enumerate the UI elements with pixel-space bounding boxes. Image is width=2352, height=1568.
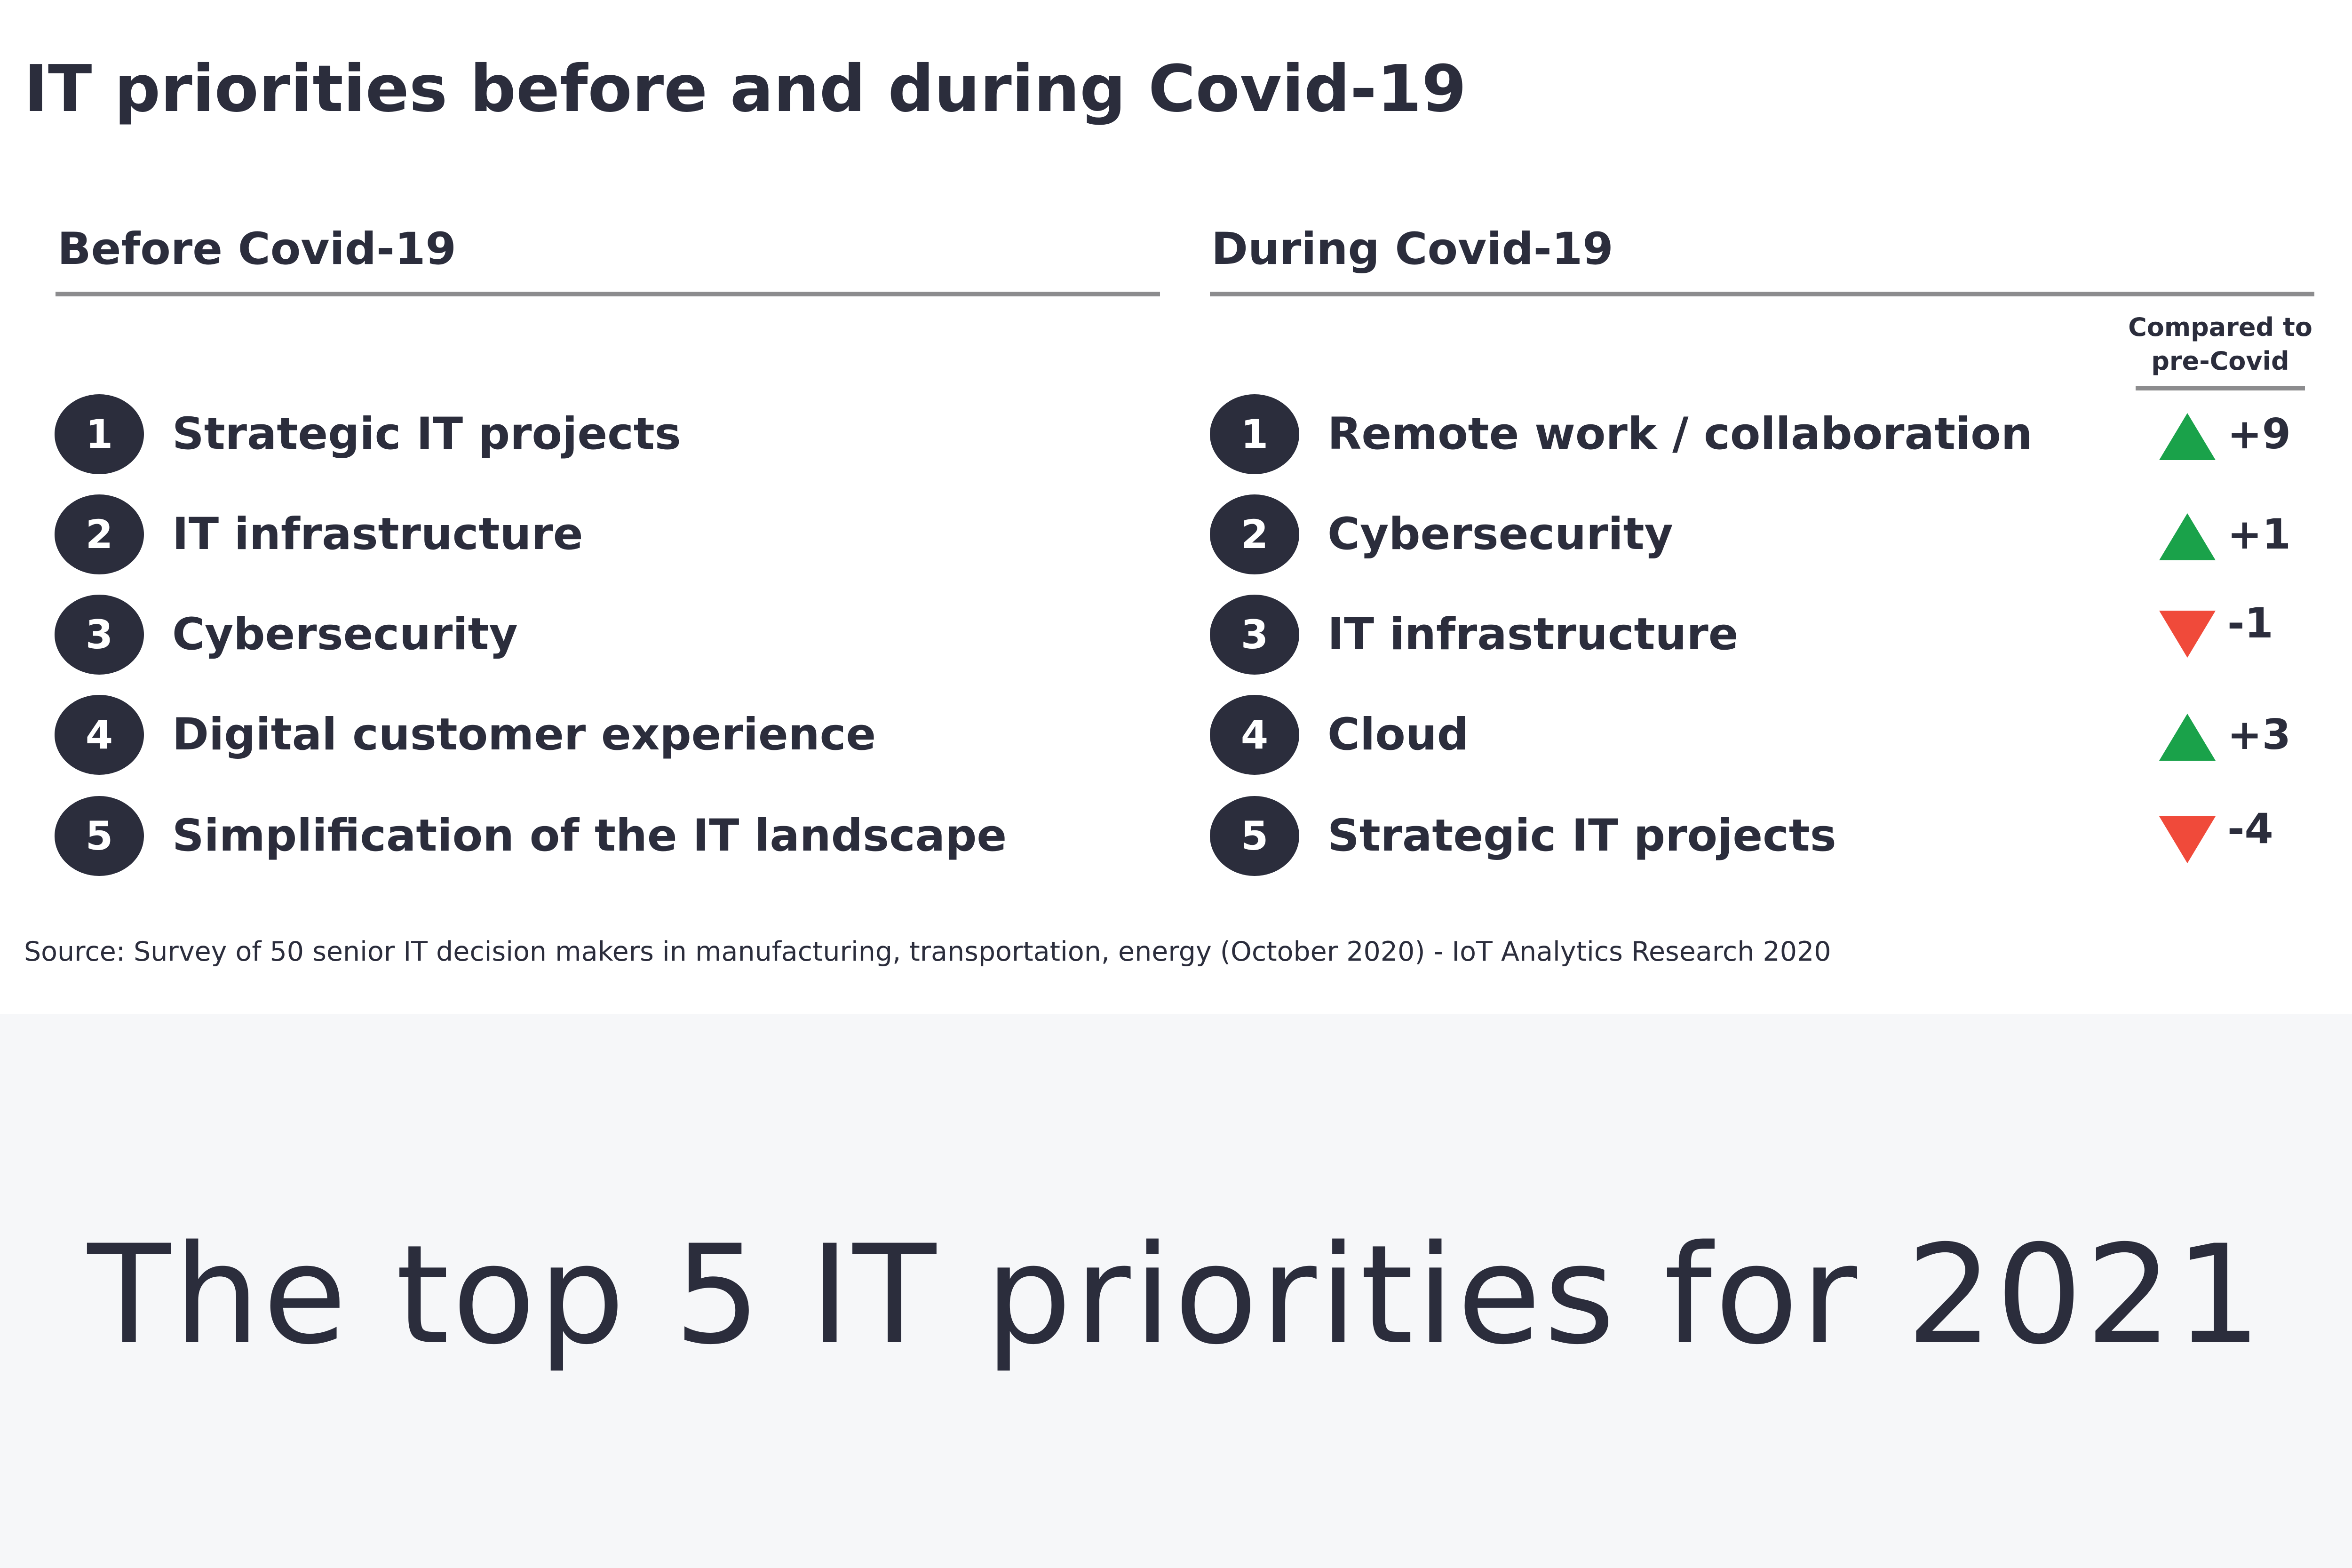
banner-panel: The top 5 IT priorities for 2021: [0, 1014, 2352, 1568]
rank-badge: 5: [1210, 796, 1299, 876]
rank-badge: 3: [55, 595, 144, 675]
priority-label: Cybersecurity: [1327, 509, 1673, 560]
change-value: +1: [2227, 510, 2291, 558]
change-value: +3: [2227, 710, 2291, 759]
arrow-up-icon: [2159, 513, 2216, 560]
change-item-3: -1: [2159, 583, 2314, 663]
during-column-header: During Covid-19: [1211, 223, 1613, 275]
infographic-panel: IT priorities before and during Covid-19…: [24, 52, 2314, 967]
change-item-5: -4: [2159, 789, 2314, 869]
rank-badge: 4: [1210, 695, 1299, 775]
arrow-down-icon: [2159, 611, 2216, 658]
change-item-4: +3: [2159, 695, 2314, 775]
during-column-rule: [1210, 292, 2314, 296]
change-item-1: +9: [2159, 394, 2314, 474]
arrow-down-icon: [2159, 816, 2216, 863]
rank-badge: 2: [1210, 494, 1299, 574]
arrow-up-icon: [2159, 413, 2216, 460]
rank-badge: 4: [55, 695, 144, 775]
rank-badge: 2: [55, 494, 144, 574]
rank-badge: 3: [1210, 595, 1299, 675]
change-item-2: +1: [2159, 494, 2314, 574]
page-title: IT priorities before and during Covid-19: [24, 52, 1467, 127]
before-column-rule: [56, 292, 1160, 296]
priority-label: IT infrastructure: [1327, 609, 1739, 660]
change-value: -4: [2227, 804, 2273, 853]
priority-label: Cloud: [1327, 709, 1469, 760]
banner-title: The top 5 IT priorities for 2021: [87, 1216, 2265, 1375]
source-note: Source: Survey of 50 senior IT decision …: [24, 936, 1831, 967]
change-value: -1: [2227, 599, 2273, 647]
priority-label: Digital customer experience: [172, 709, 876, 760]
priority-label: Strategic IT projects: [172, 408, 681, 460]
rank-badge: 1: [1210, 394, 1299, 474]
rank-badge: 5: [55, 796, 144, 876]
arrow-up-icon: [2159, 714, 2216, 761]
priority-label: IT infrastructure: [172, 509, 583, 560]
compare-header-line2: pre-Covid: [2151, 346, 2289, 376]
priority-label: Strategic IT projects: [1327, 810, 1836, 861]
compare-header-rule: [2136, 386, 2305, 390]
priority-label: Cybersecurity: [172, 609, 518, 660]
before-column-header: Before Covid-19: [57, 223, 456, 275]
compare-header: Compared to pre-Covid: [2126, 310, 2314, 378]
priority-label: Simplification of the IT landscape: [172, 810, 1007, 861]
compare-header-line1: Compared to: [2128, 312, 2312, 342]
rank-badge: 1: [55, 394, 144, 474]
change-value: +9: [2227, 410, 2291, 458]
priority-label: Remote work / collaboration: [1327, 408, 2033, 460]
